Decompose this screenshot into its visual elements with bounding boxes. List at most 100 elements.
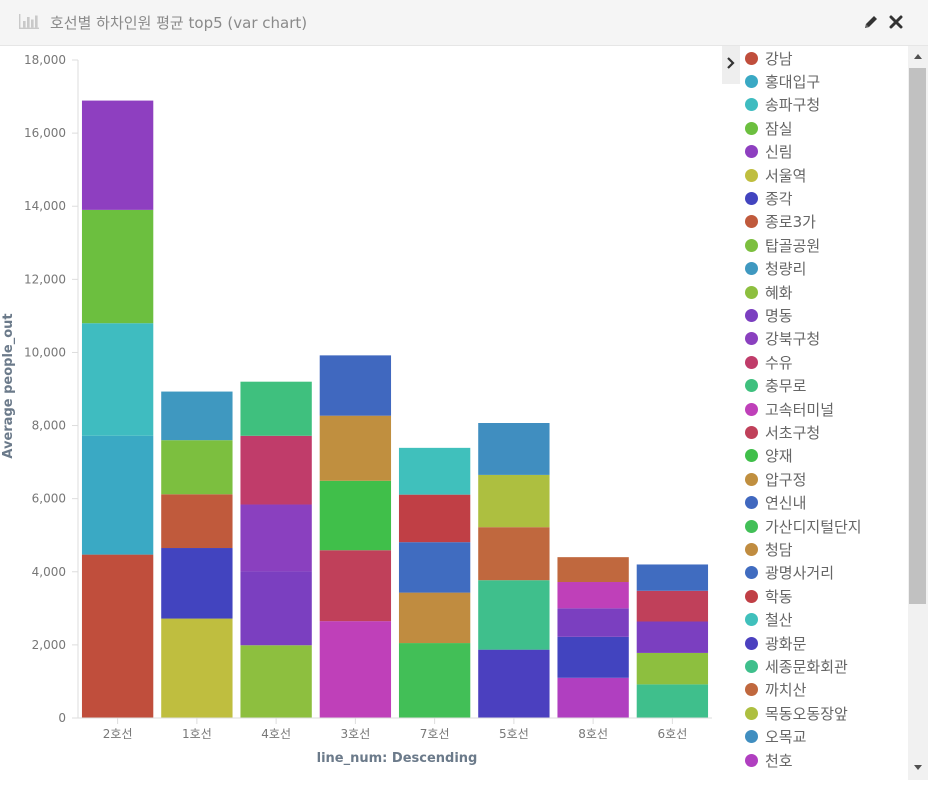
close-icon[interactable] bbox=[887, 13, 905, 31]
bar-segment[interactable] bbox=[636, 684, 709, 718]
chevron-right-icon bbox=[727, 57, 735, 69]
bar-segment[interactable] bbox=[636, 564, 709, 591]
legend-item[interactable]: 종로3가 bbox=[740, 211, 816, 233]
legend-item[interactable]: 강남 bbox=[740, 47, 793, 69]
scrollbar-thumb[interactable] bbox=[909, 68, 926, 604]
legend-item[interactable]: 오목교 bbox=[740, 726, 806, 748]
legend-item[interactable]: 양재 bbox=[740, 445, 793, 467]
legend-item[interactable]: 수유 bbox=[740, 351, 793, 373]
bar-segment[interactable] bbox=[636, 590, 709, 622]
bar-segment[interactable] bbox=[240, 571, 312, 646]
legend-item[interactable]: 혜화 bbox=[740, 281, 793, 303]
x-tick-label: 2호선 bbox=[103, 727, 133, 741]
bar-segment[interactable] bbox=[398, 542, 471, 593]
x-axis: 2호선 1호선 4호선 3호선 7호선 5호선 8호선 6호선 bbox=[78, 717, 712, 741]
bar-segment[interactable] bbox=[319, 550, 392, 622]
legend-item[interactable]: 광화문 bbox=[740, 632, 806, 654]
bar-segment[interactable] bbox=[557, 582, 629, 609]
bar-segment[interactable] bbox=[398, 494, 471, 543]
legend-color-dot bbox=[745, 308, 758, 322]
bar-segment[interactable] bbox=[398, 643, 471, 718]
bar-segment[interactable] bbox=[478, 423, 550, 475]
bar-segment[interactable] bbox=[478, 580, 550, 650]
legend-item[interactable]: 철산 bbox=[740, 609, 793, 631]
legend-scrollbar[interactable] bbox=[908, 46, 928, 780]
legend-color-dot bbox=[745, 496, 758, 510]
legend-label: 종로3가 bbox=[765, 213, 816, 232]
legend-item[interactable]: 청담 bbox=[740, 538, 793, 560]
legend-color-dot bbox=[745, 449, 758, 463]
legend-toggle-button[interactable] bbox=[722, 46, 740, 84]
scroll-down-icon[interactable] bbox=[908, 758, 928, 776]
bar-segment[interactable] bbox=[81, 209, 154, 324]
pencil-icon[interactable] bbox=[862, 13, 880, 31]
bar-segment[interactable] bbox=[240, 435, 312, 505]
legend-color-dot bbox=[745, 51, 758, 65]
legend-item[interactable]: 청량리 bbox=[740, 258, 806, 280]
bar-segment[interactable] bbox=[319, 415, 392, 481]
legend-item[interactable]: 서울역 bbox=[740, 164, 806, 186]
legend-item[interactable]: 압구정 bbox=[740, 468, 806, 490]
bar-segment[interactable] bbox=[240, 645, 312, 718]
bar-segment[interactable] bbox=[81, 435, 154, 555]
bar-segment[interactable] bbox=[240, 504, 312, 572]
legend-item[interactable]: 송파구청 bbox=[740, 94, 820, 116]
scroll-up-icon[interactable] bbox=[908, 48, 928, 66]
legend-item[interactable]: 광명사거리 bbox=[740, 562, 834, 584]
bar-segment[interactable] bbox=[557, 636, 629, 678]
legend-label: 학동 bbox=[765, 587, 793, 606]
bar-segment[interactable] bbox=[478, 649, 550, 718]
bar-segment[interactable] bbox=[161, 618, 233, 718]
bars-layer[interactable] bbox=[81, 100, 709, 718]
bar-segment[interactable] bbox=[478, 527, 550, 581]
legend-item[interactable]: 종각 bbox=[740, 187, 793, 209]
bar-segment[interactable] bbox=[319, 621, 392, 718]
x-tick-label: 4호선 bbox=[261, 727, 291, 741]
bar-segment[interactable] bbox=[161, 391, 233, 441]
legend-item[interactable]: 서초구청 bbox=[740, 421, 820, 443]
legend-color-dot bbox=[745, 285, 758, 299]
legend-item[interactable]: 강북구청 bbox=[740, 328, 820, 350]
bar-segment[interactable] bbox=[319, 480, 392, 551]
bar-segment[interactable] bbox=[636, 652, 709, 685]
bar-segment[interactable] bbox=[81, 323, 154, 436]
legend-item[interactable]: 가산디지털단지 bbox=[740, 515, 862, 537]
legend-item[interactable]: 세종문화회관 bbox=[740, 655, 848, 677]
bar-segment[interactable] bbox=[636, 621, 709, 653]
bar-segment[interactable] bbox=[398, 447, 471, 495]
bar-segment[interactable] bbox=[557, 557, 629, 583]
bar-segment[interactable] bbox=[319, 355, 392, 416]
bar-segment[interactable] bbox=[398, 592, 471, 644]
y-tick-label: 16,000 bbox=[24, 126, 66, 140]
legend-label: 천호 bbox=[765, 751, 793, 770]
legend-item[interactable]: 충무로 bbox=[740, 375, 806, 397]
bar-segment[interactable] bbox=[161, 494, 233, 549]
legend-item[interactable]: 고속터미널 bbox=[740, 398, 834, 420]
legend-item[interactable]: 홍대입구 bbox=[740, 70, 820, 92]
bar-segment[interactable] bbox=[81, 100, 154, 210]
bar-segment[interactable] bbox=[161, 548, 233, 619]
legend-item[interactable]: 잠실 bbox=[740, 117, 793, 139]
legend-item[interactable]: 탑골공원 bbox=[740, 234, 820, 256]
legend-color-dot bbox=[745, 472, 758, 486]
legend-item[interactable]: 연신내 bbox=[740, 492, 806, 514]
legend-item[interactable]: 학동 bbox=[740, 585, 793, 607]
x-tick-label: 7호선 bbox=[420, 727, 450, 741]
bar-segment[interactable] bbox=[557, 677, 629, 718]
legend-item[interactable]: 신림 bbox=[740, 141, 793, 163]
legend-label: 종각 bbox=[765, 189, 793, 208]
legend-label: 강북구청 bbox=[765, 330, 821, 349]
legend-item[interactable]: 천호 bbox=[740, 749, 793, 771]
legend-color-dot bbox=[745, 589, 758, 603]
legend-label: 세종문화회관 bbox=[765, 657, 848, 676]
bar-segment[interactable] bbox=[81, 554, 154, 718]
bar-segment[interactable] bbox=[557, 608, 629, 637]
bar-segment[interactable] bbox=[240, 381, 312, 436]
bar-segment[interactable] bbox=[478, 474, 550, 528]
bar-segment[interactable] bbox=[161, 440, 233, 495]
legend-color-dot bbox=[745, 74, 758, 88]
legend-item[interactable]: 명동 bbox=[740, 304, 793, 326]
legend-item[interactable]: 까치산 bbox=[740, 679, 806, 701]
legend-label: 연신내 bbox=[765, 494, 807, 513]
legend-item[interactable]: 목동오동장앞 bbox=[740, 702, 848, 724]
